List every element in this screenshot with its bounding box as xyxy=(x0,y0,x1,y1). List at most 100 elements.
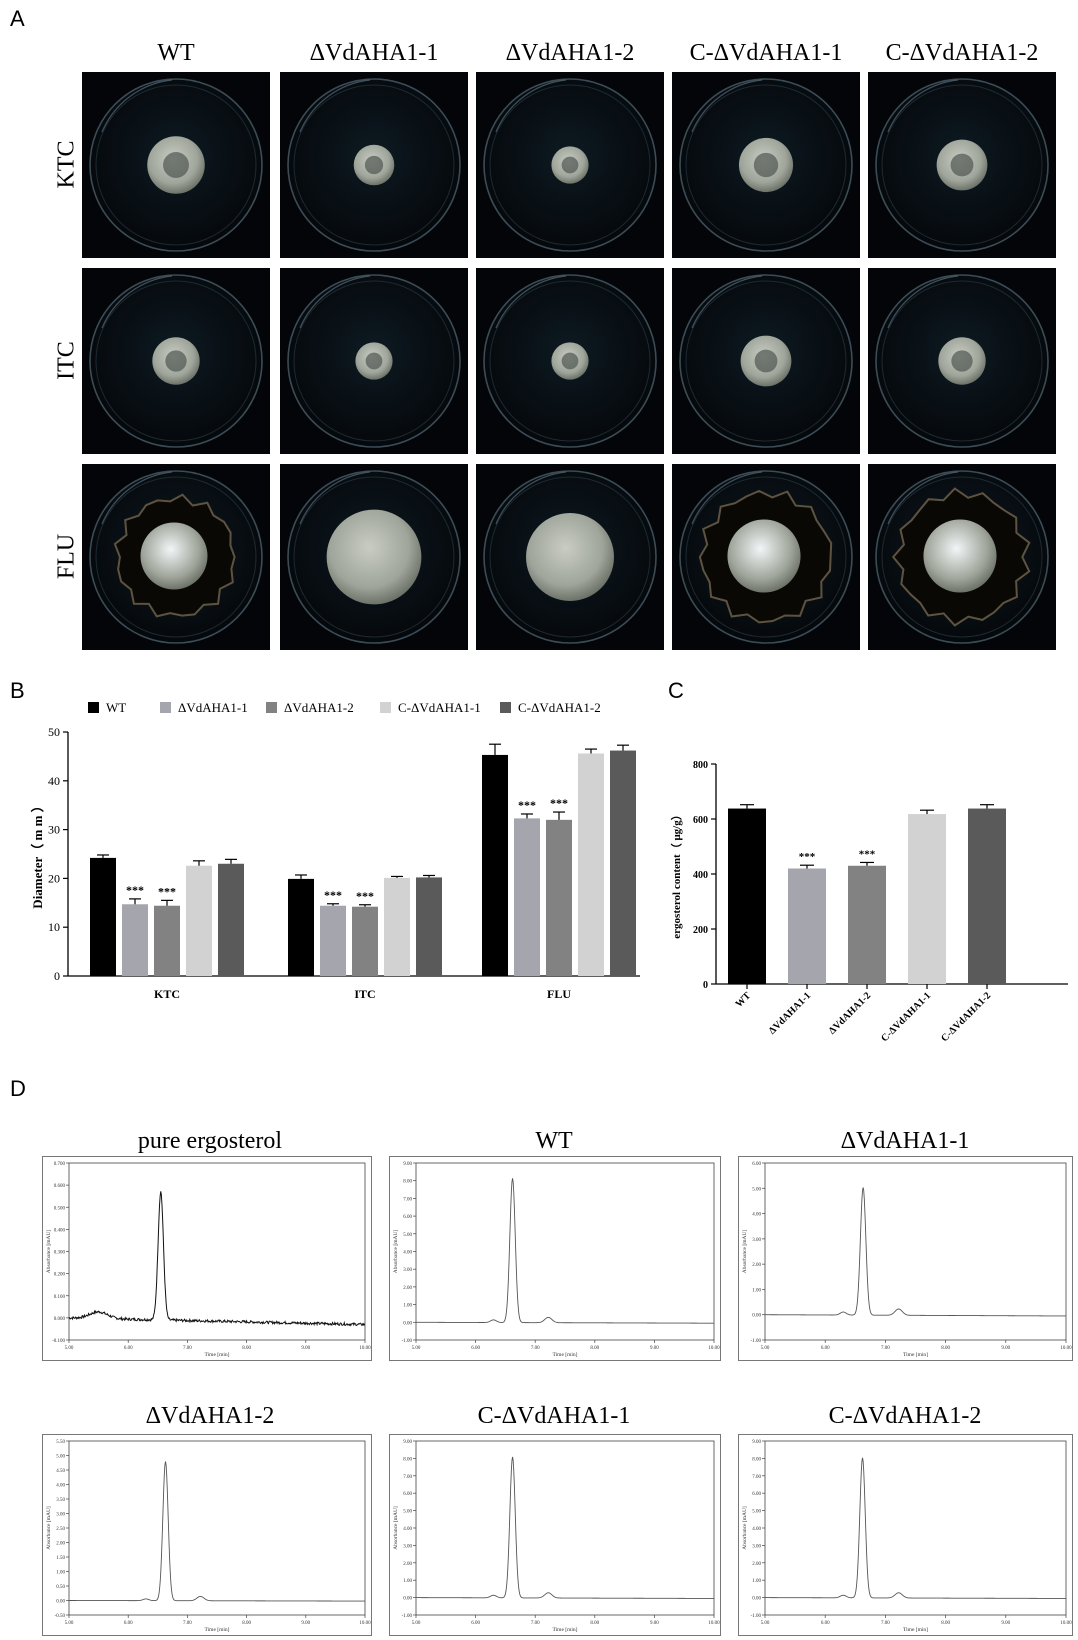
y-tick-label: 1.50 xyxy=(56,1556,65,1561)
bar-vdaha1-2 xyxy=(848,865,886,984)
bar-ktc-wt xyxy=(90,857,116,976)
y-tick-label: 2.00 xyxy=(752,1562,761,1567)
plate-ktc-vdaha1-1 xyxy=(280,72,468,258)
chromatogram-vdaha1-1: -1.00 0.00 1.00 2.00 3.00 4.00 5.00 6.00 5.00 6.0… xyxy=(738,1156,1073,1361)
x-axis-label: Time [min] xyxy=(552,1627,577,1633)
y-tick-label: 200 xyxy=(693,925,708,936)
x-tick-label: 5.00 xyxy=(65,1346,74,1351)
y-tick-label: 3.00 xyxy=(403,1268,412,1273)
bar-wt xyxy=(728,808,766,984)
plot-frame xyxy=(68,1440,366,1616)
bar-flu-vdaha1-1 xyxy=(514,818,540,976)
legend-item-c-vdaha1-1: C-ΔVdAHA1-1 xyxy=(380,700,481,715)
x-tick-label: 7.00 xyxy=(183,1346,192,1351)
y-tick-label: -1.00 xyxy=(751,1339,762,1344)
x-tick-label: 9.00 xyxy=(1001,1621,1010,1626)
x-tick-label: 7.00 xyxy=(881,1621,890,1626)
y-tick-label: 5.00 xyxy=(752,1510,761,1515)
bar-flu-wt xyxy=(482,754,508,976)
plate-itc-vdaha1-1 xyxy=(280,268,468,454)
plate-flu-wt xyxy=(82,464,270,650)
y-tick-label: 0.000 xyxy=(54,1317,66,1322)
chromatogram-trace xyxy=(764,1187,1066,1317)
y-tick-label: 5.50 xyxy=(56,1440,65,1445)
y-tick-label: -1.00 xyxy=(402,1339,413,1344)
chromatogram-c-vdaha1-2: -1.00 0.00 1.00 2.00 3.00 4.00 5.00 6.00 7.00 8.0… xyxy=(738,1434,1073,1636)
panel-c-ergosterol-chart: 0 200 400 600 800 ergosterol content（ μg/g） WT… xyxy=(670,760,1068,1044)
category-label-vdaha1-2: ΔVdAHA1-2 xyxy=(827,990,873,1036)
y-tick-label: 1.00 xyxy=(56,1571,65,1576)
y-tick-label: 1.00 xyxy=(752,1288,761,1293)
x-tick-label: 10.00 xyxy=(1060,1346,1072,1351)
x-tick-label: 5.00 xyxy=(761,1621,770,1626)
y-tick-label: 3.00 xyxy=(752,1544,761,1549)
y-axis-label: ergosterol content（ μg/g） xyxy=(670,809,683,938)
plot-frame xyxy=(415,1162,715,1341)
x-tick-label: 6.00 xyxy=(124,1621,133,1626)
y-tick-label: 5.00 xyxy=(56,1455,65,1460)
y-tick-label: 3.00 xyxy=(403,1544,412,1549)
chromatogram-trace xyxy=(68,1191,366,1327)
panel-letter-d: D xyxy=(10,1076,26,1101)
y-tick-label: 0.00 xyxy=(752,1314,761,1319)
y-tick-label: 0.200 xyxy=(54,1273,66,1278)
significance-mark: *** xyxy=(158,884,176,898)
y-tick-label: -0.50 xyxy=(55,1614,66,1619)
y-axis-label: Absorbance [mAU] xyxy=(393,1506,399,1550)
x-tick-label: 6.00 xyxy=(821,1346,830,1351)
y-tick-label: 4.00 xyxy=(752,1213,761,1218)
y-tick-label: 7.00 xyxy=(403,1197,412,1202)
x-tick-label: 5.00 xyxy=(412,1621,421,1626)
y-tick-label: 0.00 xyxy=(403,1597,412,1602)
y-tick-label: 3.00 xyxy=(56,1513,65,1518)
y-tick-label: 4.00 xyxy=(403,1251,412,1256)
significance-mark: *** xyxy=(550,796,568,810)
y-tick-label: 3.00 xyxy=(752,1238,761,1243)
y-tick-label: -1.00 xyxy=(402,1614,413,1619)
y-tick-label: 3.50 xyxy=(56,1498,65,1503)
legend-swatch xyxy=(380,702,391,713)
x-tick-label: 10.00 xyxy=(1060,1621,1072,1626)
x-tick-label: 9.00 xyxy=(301,1346,310,1351)
plate-flu-c-vdaha1-1 xyxy=(672,464,860,650)
x-tick-label: 10.00 xyxy=(708,1621,720,1626)
chromatogram-trace xyxy=(765,1457,1066,1599)
y-tick-label: 0.00 xyxy=(403,1321,412,1326)
y-tick-label: 0.300 xyxy=(54,1251,66,1256)
y-tick-label: 5.00 xyxy=(752,1187,761,1192)
chromatogram-pure-ergosterol: -0.100 0.000 0.100 0.200 0.300 0.400 0.500 0.60… xyxy=(42,1156,372,1361)
x-tick-label: 8.00 xyxy=(590,1621,599,1626)
x-axis-label: Time [min] xyxy=(903,1627,928,1633)
y-tick-label: -0.100 xyxy=(52,1339,65,1344)
legend-item-vdaha1-1: ΔVdAHA1-1 xyxy=(160,700,248,715)
x-tick-label: 9.00 xyxy=(650,1346,659,1351)
x-axis-label: Time [min] xyxy=(903,1352,928,1358)
row-label-flu: FLU xyxy=(53,533,80,580)
y-tick-label: 40 xyxy=(48,774,60,788)
plot-frame xyxy=(764,1440,1067,1616)
legend-item-vdaha1-2: ΔVdAHA1-2 xyxy=(266,700,354,715)
plate-flu-vdaha1-1 xyxy=(280,464,468,650)
y-tick-label: 2.00 xyxy=(403,1562,412,1567)
chromatogram-trace xyxy=(416,1178,715,1324)
plate-flu-c-vdaha1-2 xyxy=(868,464,1056,650)
bar-flu-c-vdaha1-2 xyxy=(610,750,636,976)
y-axis-label: Absorbance [mAU] xyxy=(742,1230,748,1274)
x-tick-label: 6.00 xyxy=(471,1621,480,1626)
chromatogram-title-c-vdaha1-1: C-ΔVdAHA1-1 xyxy=(477,1403,631,1429)
x-tick-label: 9.00 xyxy=(301,1621,310,1626)
category-label-wt: WT xyxy=(734,990,754,1010)
y-tick-label: 6.00 xyxy=(752,1492,761,1497)
legend-label: ΔVdAHA1-1 xyxy=(178,700,248,715)
legend-swatch xyxy=(500,702,511,713)
y-tick-label: 400 xyxy=(693,870,708,881)
significance-mark: *** xyxy=(324,888,342,902)
x-tick-label: 10.00 xyxy=(359,1346,371,1351)
y-tick-label: 8.00 xyxy=(403,1457,412,1462)
y-tick-label: 50 xyxy=(48,725,60,739)
y-tick-label: 9.00 xyxy=(752,1440,761,1445)
x-tick-label: 7.00 xyxy=(531,1346,540,1351)
significance-mark: *** xyxy=(356,889,374,903)
y-tick-label: 4.50 xyxy=(56,1469,65,1474)
bar-itc-wt xyxy=(288,878,314,976)
